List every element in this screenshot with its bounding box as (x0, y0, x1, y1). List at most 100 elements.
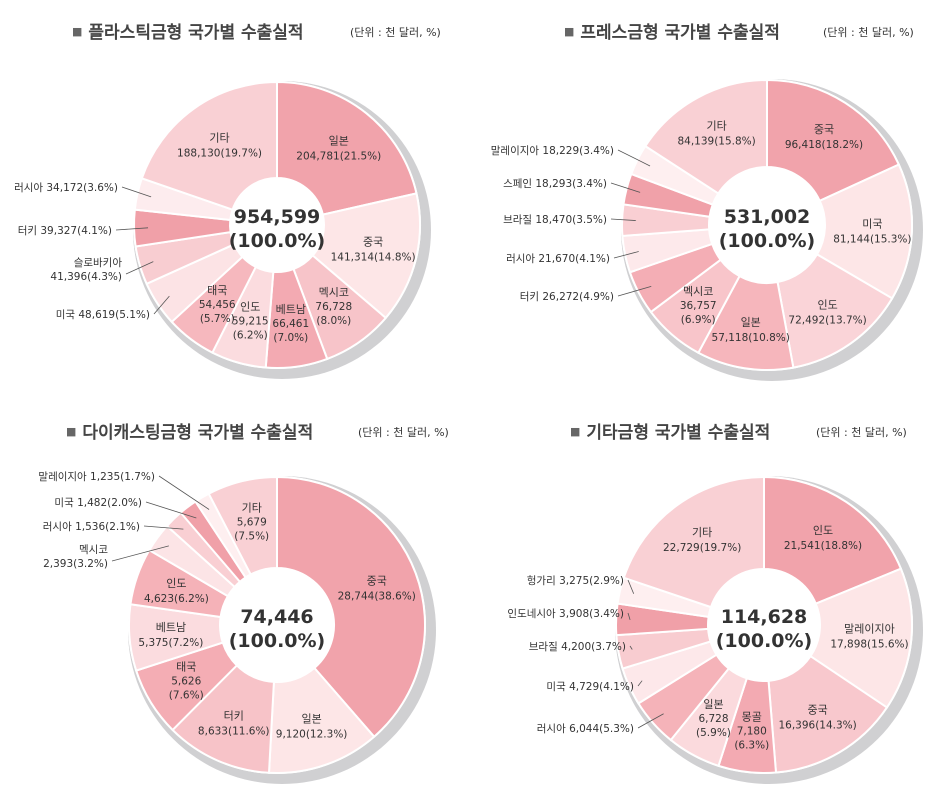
callout-label: 미국 1,482(2.0%) (54, 497, 142, 509)
slice-label-name: 베트남 (276, 303, 306, 316)
slice-label-value: 16,396(14.3%) (778, 719, 856, 731)
callout-label-value: 2,393(3.2%) (43, 558, 108, 570)
callout-label-value: 41,396(4.3%) (50, 271, 122, 283)
leader-line (145, 501, 197, 519)
leader-line (111, 545, 169, 562)
slice-label-value: 4,623(6.2%) (144, 593, 209, 605)
leader-line (158, 475, 210, 510)
chart-panel-diecasting: ■ 다이캐스팅금형 국가별 수출실적 (단위 : 천 달러, %) 중국 28,74… (0, 400, 474, 800)
slice-label-name: 태국 (207, 284, 227, 297)
slice-label-value: 54,456 (199, 299, 236, 311)
chart-title: ■ 기타금형 국가별 수출실적 (570, 418, 770, 443)
donut-chart: 일본 204,781(21.5%) 중국 141,314(14.8%) 멕시코 76,72… (14, 80, 431, 379)
center-total-pct: (100.0%) (716, 630, 813, 652)
slice-label-name: 멕시코 (319, 286, 349, 299)
callout-label: 인도네시아 3,908(3.4%) (507, 608, 624, 620)
leader-line (627, 579, 635, 594)
center-total-value: 114,628 (721, 606, 808, 628)
donut-hole (708, 569, 820, 681)
chart-panel-plastic: ■ 플라스틱금형 국가별 수출실적 (단위 : 천 달러, %) 일본 204,78… (0, 0, 474, 400)
slice-label-value: 5,626 (171, 676, 201, 688)
slice-label-name: 인도 (817, 298, 837, 311)
leader-line (125, 261, 154, 275)
callout-label-name: 슬로바키아 (74, 257, 123, 269)
slice-label-pct: (7.5%) (234, 531, 269, 543)
leader-line (610, 182, 641, 193)
slice-label-name: 일본 (301, 712, 321, 726)
slice-label-name: 중국 (367, 575, 387, 588)
center-total-pct: (100.0%) (229, 630, 326, 652)
leader-line (153, 295, 170, 315)
slice-label-name: 인도 (813, 524, 833, 537)
leader-line (143, 525, 184, 530)
slice-label-pct: (8.0%) (316, 315, 351, 327)
slice-label-value: 96,418(18.2%) (785, 139, 863, 151)
slice-label-name: 터키 (224, 709, 244, 722)
chart-panel-other: ■ 기타금형 국가별 수출실적 (단위 : 천 달러, %) 인도 21,541(1… (474, 400, 948, 800)
leader-line (637, 713, 664, 729)
callout-label: 터키 39,327(4.1%) (18, 225, 112, 237)
slice-label-name: 인도 (240, 300, 260, 313)
slice-label-value: 5,679 (237, 517, 267, 529)
bullet-square-icon: ■ (66, 425, 77, 438)
donut-hole (230, 178, 324, 272)
leader-line (115, 227, 149, 231)
slice-label-value: 28,744(38.6%) (338, 591, 416, 603)
slice-label-name: 중국 (363, 236, 383, 249)
callout-label: 미국 48,619(5.1%) (56, 309, 150, 321)
leader-line (627, 612, 631, 620)
chart-unit: (단위 : 천 달러, %) (816, 426, 907, 439)
donut-chart: 중국 96,418(18.2%) 미국 81,144(15.3%) 인도 72,492(1… (491, 78, 923, 381)
center-total-value: 531,002 (724, 206, 811, 228)
slice-label-value: 6,728 (698, 713, 728, 725)
slice-label-value: 59,215 (232, 315, 269, 327)
center-total-pct: (100.0%) (229, 230, 326, 252)
callout-label: 말레이지아 18,229(3.4%) (491, 145, 614, 157)
slice-label-name: 몽골 (742, 710, 762, 723)
slice-label-pct: (7.6%) (169, 690, 204, 702)
callout-label: 브라질 18,470(3.5%) (503, 214, 607, 226)
slice-label-name: 중국 (814, 123, 834, 136)
chart-title-text: 프레스금형 국가별 수출실적 (580, 23, 780, 43)
bullet-square-icon: ■ (564, 25, 575, 38)
slice-label-value: 188,130(19.7%) (177, 147, 262, 159)
slice-label-value: 5,375(7.2%) (138, 637, 203, 649)
slice-label-name: 기타 (209, 131, 229, 144)
slice-label-value: 57,118(10.8%) (712, 332, 790, 344)
slice-label-name: 일본 (741, 315, 761, 329)
leader-line (629, 645, 633, 650)
slice-label-pct: (7.0%) (273, 332, 308, 344)
chart-panel-press: ■ 프레스금형 국가별 수출실적 (단위 : 천 달러, %) 중국 96,418(… (474, 0, 948, 400)
slice-label-name: 태국 (176, 661, 196, 674)
slice-label-value: 36,757 (680, 300, 717, 312)
slice-label-value: 76,728 (315, 301, 352, 313)
bullet-square-icon: ■ (72, 25, 83, 38)
donut-hole (709, 167, 825, 283)
leader-line (613, 251, 639, 259)
slice-label-pct: (6.3%) (734, 739, 769, 751)
chart-unit: (단위 : 천 달러, %) (823, 26, 914, 39)
slice-label-name: 기타 (242, 502, 262, 515)
slice-label-value: 9,120(12.3%) (276, 729, 348, 741)
center-total-pct: (100.0%) (719, 230, 816, 252)
donut-chart: 중국 28,744(38.6%) 일본 9,120(12.3%) 터키 8,633(11.… (38, 471, 436, 784)
slice-label-value: 22,729(19.7%) (663, 542, 741, 554)
slice-label-name: 베트남 (156, 621, 186, 634)
chart-title: ■ 프레스금형 국가별 수출실적 (564, 18, 780, 43)
callout-label: 러시아 1,536(2.1%) (43, 521, 140, 533)
chart-title: ■ 플라스틱금형 국가별 수출실적 (72, 18, 304, 43)
callout-label: 미국 4,729(4.1%) (546, 681, 634, 693)
chart-title-text: 플라스틱금형 국가별 수출실적 (88, 23, 304, 43)
slice-label-name: 기타 (706, 119, 726, 132)
callout-label: 러시아 21,670(4.1%) (506, 253, 610, 265)
chart-title-text: 다이캐스팅금형 국가별 수출실적 (82, 423, 314, 443)
slice-label-name: 일본 (703, 697, 723, 711)
slice-label-pct: (5.9%) (696, 727, 731, 739)
chart-unit: (단위 : 천 달러, %) (358, 426, 449, 439)
slice-label-value: 141,314(14.8%) (331, 252, 416, 264)
leader-line (617, 149, 651, 167)
slice-label-name: 일본 (329, 134, 349, 148)
callout-label: 말레이지아 1,235(1.7%) (38, 471, 155, 483)
leader-line (637, 680, 643, 687)
leader-line (121, 186, 152, 198)
